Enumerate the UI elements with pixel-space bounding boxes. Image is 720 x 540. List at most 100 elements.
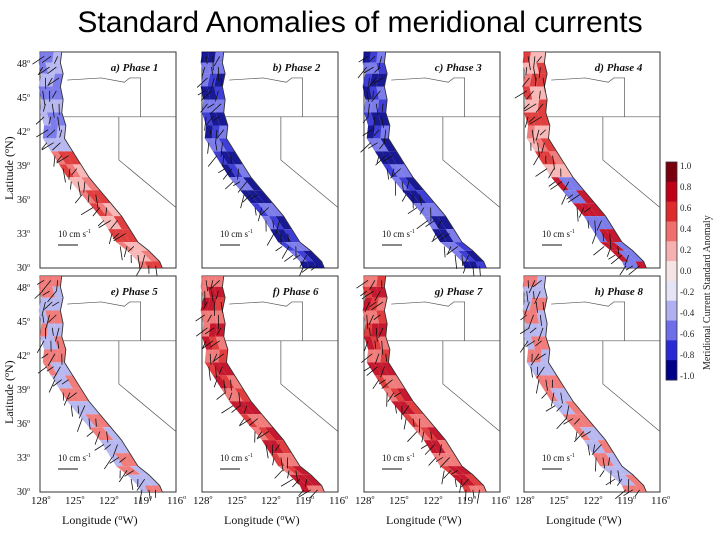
current-arrow — [420, 444, 429, 449]
current-arrow — [110, 220, 118, 230]
colorbar-tick-label: -0.8 — [680, 350, 695, 360]
scale-vector-label: 10 cm s-1 — [58, 229, 91, 239]
anomaly-cell — [137, 485, 148, 492]
current-arrow — [77, 181, 81, 196]
anomaly-cell — [364, 336, 375, 350]
current-arrow — [372, 116, 376, 131]
current-arrow — [539, 314, 542, 326]
current-arrow — [548, 168, 555, 179]
panel-label: f) Phase 6 — [273, 286, 319, 298]
scale-vector-label: 10 cm s-1 — [58, 453, 91, 463]
anomaly-cell — [597, 440, 614, 454]
current-arrow — [32, 55, 45, 65]
anomaly-cell — [369, 276, 378, 287]
anomaly-cell — [526, 138, 542, 152]
current-arrow — [534, 290, 541, 305]
current-arrow — [531, 129, 535, 144]
current-arrow — [607, 457, 611, 466]
anomaly-cell — [362, 73, 373, 87]
scale-vector-exponent: -1 — [570, 453, 575, 459]
current-arrow — [51, 103, 55, 118]
page-title: Standard Anomalies of meridional current… — [77, 6, 643, 39]
anomaly-cell — [445, 229, 462, 243]
current-arrow — [519, 340, 529, 353]
current-arrow — [47, 66, 57, 74]
current-arrow — [41, 142, 48, 150]
anomaly-cell — [78, 414, 96, 428]
anomaly-cell — [102, 427, 122, 441]
current-arrow — [48, 116, 52, 125]
current-arrow — [565, 405, 570, 420]
current-arrow — [274, 470, 283, 479]
anomaly-cell — [376, 276, 386, 287]
current-arrow — [299, 254, 308, 268]
current-arrow — [47, 353, 56, 367]
scale-vector: 10 cm s-1 — [382, 453, 415, 470]
anomaly-cell — [621, 261, 632, 268]
current-arrow — [274, 444, 280, 452]
current-arrow — [77, 405, 80, 414]
current-arrow — [88, 418, 91, 430]
anomaly-cell — [64, 375, 81, 389]
anomaly-cell — [475, 485, 487, 492]
anomaly-cell — [151, 261, 163, 268]
current-arrow — [52, 379, 62, 387]
current-arrow — [541, 392, 548, 399]
anomaly-cell — [59, 388, 74, 402]
x-tick-label: 128o — [355, 495, 375, 507]
current-arrow — [595, 457, 597, 472]
current-arrow — [210, 280, 214, 289]
anomaly-cell — [261, 440, 277, 454]
current-arrow — [53, 56, 59, 64]
anomaly-cell — [40, 336, 51, 350]
current-arrow — [287, 470, 290, 479]
anomaly-cell — [522, 52, 531, 63]
current-arrow — [430, 431, 433, 440]
x-tick-label: 125o — [389, 495, 409, 507]
anomaly-cell — [408, 190, 427, 204]
x-tick-label: 119o — [295, 495, 314, 507]
current-arrow — [205, 280, 209, 292]
current-arrow — [216, 327, 222, 335]
anomaly-cell — [80, 177, 100, 191]
anomaly-cell — [383, 388, 398, 402]
current-arrow — [371, 301, 384, 311]
colorbar-tick-label: 0.8 — [680, 182, 692, 192]
current-arrow — [617, 478, 623, 486]
current-arrow — [368, 56, 376, 63]
current-arrow — [136, 265, 143, 276]
anomaly-cell — [617, 474, 636, 486]
current-arrow — [292, 478, 301, 488]
current-arrow — [378, 379, 386, 385]
anomaly-cell — [95, 427, 114, 441]
anomaly-cell — [451, 474, 469, 486]
anomaly-cell — [635, 485, 647, 492]
anomaly-cell — [53, 336, 66, 350]
current-vectors — [519, 279, 640, 500]
current-arrow — [298, 489, 312, 498]
current-arrow — [425, 220, 435, 227]
anomaly-cell — [464, 250, 484, 262]
current-arrow — [248, 418, 259, 426]
anomaly-cell — [202, 336, 213, 350]
current-arrow — [209, 280, 220, 291]
anomaly-cell — [461, 485, 472, 492]
anomaly-cell — [404, 401, 424, 415]
current-arrow — [421, 431, 425, 443]
panel-label: a) Phase 1 — [111, 62, 159, 74]
anomaly-cell — [59, 164, 74, 178]
current-arrow — [550, 392, 555, 407]
anomaly-cell — [597, 216, 614, 230]
current-arrow — [374, 353, 380, 365]
colorbar-tick-label: 0.4 — [680, 224, 692, 234]
anomaly-cell — [396, 388, 413, 402]
current-arrow — [465, 254, 470, 263]
scale-vector: 10 cm s-1 — [58, 453, 91, 470]
current-arrow — [119, 246, 123, 261]
anomaly-cell — [376, 310, 388, 324]
anomaly-cell — [373, 362, 389, 376]
current-arrow — [376, 155, 380, 164]
anomaly-cell — [605, 453, 622, 467]
current-arrow — [619, 265, 627, 276]
anomaly-cell — [624, 474, 644, 486]
